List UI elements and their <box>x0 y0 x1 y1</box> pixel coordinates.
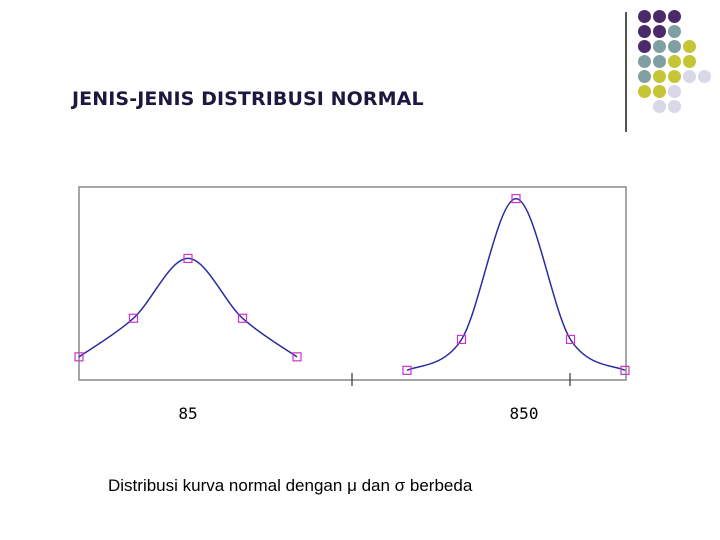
decor-dot <box>668 25 681 38</box>
tick-label: 85 <box>178 404 197 423</box>
plot-frame <box>78 186 627 381</box>
decor-dot <box>638 25 651 38</box>
mu-symbol: μ <box>347 476 357 495</box>
data-point <box>237 313 248 323</box>
data-point <box>456 334 467 345</box>
decor-dot <box>653 25 666 38</box>
data-point <box>402 365 412 375</box>
data-point <box>128 313 139 323</box>
decor-dot <box>668 40 681 53</box>
decor-dot <box>653 55 666 68</box>
sigma-symbol: σ <box>394 476 406 495</box>
data-point <box>511 193 521 204</box>
decor-dot <box>653 70 666 83</box>
caption-prefix: Distribusi kurva normal dengan <box>108 476 348 495</box>
data-point <box>183 253 193 264</box>
divider-line <box>625 12 627 132</box>
decor-dot <box>638 40 651 53</box>
decor-dot <box>653 40 666 53</box>
decor-dot <box>653 100 666 113</box>
tick-label: 850 <box>510 404 539 423</box>
slide-title: JENIS-JENIS DISTRIBUSI NORMAL <box>72 88 424 110</box>
decor-dot <box>668 70 681 83</box>
axis-ticks <box>351 373 571 386</box>
decor-dot <box>653 10 666 23</box>
tick-labels: 85 850 <box>178 404 538 423</box>
data-point <box>565 334 576 345</box>
decor-dot <box>698 70 711 83</box>
curve-2 <box>406 197 626 372</box>
decor-dot <box>683 40 696 53</box>
decor-dot <box>668 100 681 113</box>
chart-caption: Distribusi kurva normal dengan μ dan σ b… <box>108 476 472 496</box>
decor-dot <box>638 70 651 83</box>
decor-dot <box>683 55 696 68</box>
decorative-dot-grid <box>638 10 714 118</box>
data-point <box>292 352 302 362</box>
decor-dot <box>638 10 651 23</box>
data-point <box>620 365 630 375</box>
markers <box>74 193 630 375</box>
curves <box>78 197 626 372</box>
decor-dot <box>653 85 666 98</box>
decor-dot <box>683 70 696 83</box>
decor-dot <box>638 55 651 68</box>
decor-dot <box>668 55 681 68</box>
caption-middle: dan <box>356 476 395 495</box>
decor-dot <box>668 85 681 98</box>
decor-dot <box>668 10 681 23</box>
decor-dot <box>638 85 651 98</box>
curve-1 <box>78 257 298 358</box>
data-point <box>74 352 84 362</box>
caption-suffix: berbeda <box>405 476 473 495</box>
